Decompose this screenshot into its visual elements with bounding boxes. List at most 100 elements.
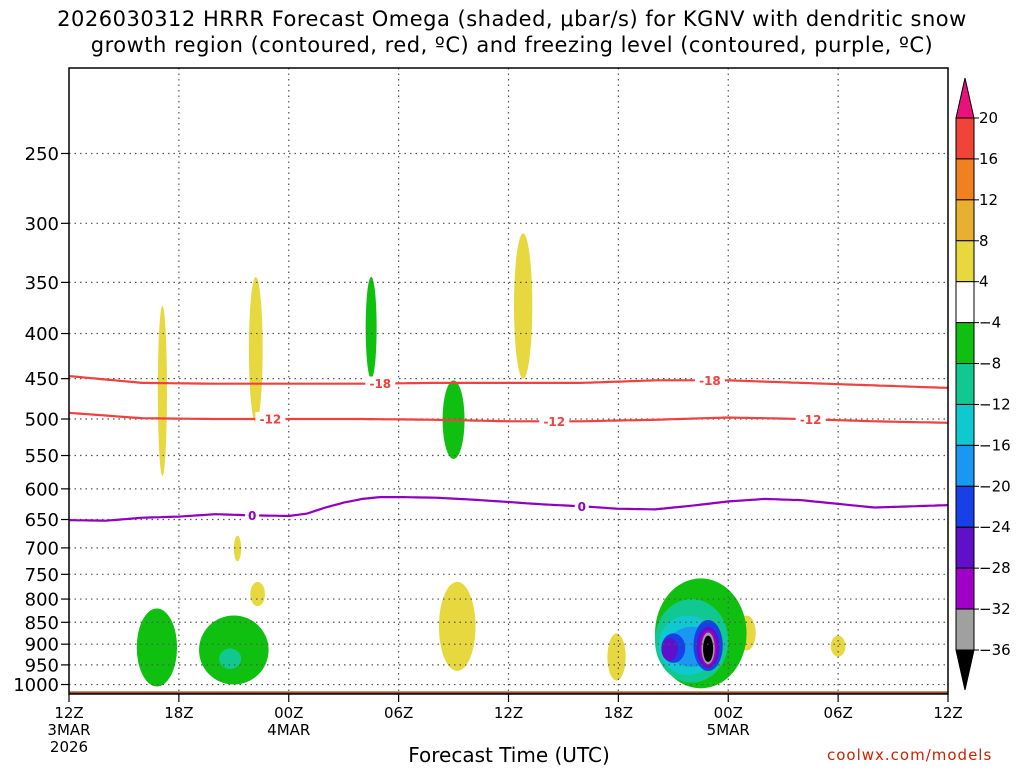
colorbar-bottom-arrow <box>955 649 975 691</box>
colorbar-seg-10 <box>955 526 975 569</box>
xtick-label-8: 12Z <box>933 704 962 722</box>
omega-cell-14 <box>219 648 242 669</box>
colorbar-seg-12 <box>955 608 975 651</box>
omega-cell-8 <box>438 581 476 671</box>
terrain-fill <box>69 691 948 694</box>
contour-dgz-upper <box>68 375 949 389</box>
ytick-label-950: 950 <box>25 655 59 676</box>
contour-label-bg-dgz-lower-1 <box>539 414 570 429</box>
omega-cell-9 <box>607 633 626 681</box>
ytick-label-600: 600 <box>25 479 59 500</box>
ytick-label-900: 900 <box>25 635 59 656</box>
title-line-1: 2026030312 HRRR Forecast Omega (shaded, … <box>57 7 967 31</box>
xtick-label-3: 06Z <box>384 704 413 722</box>
colorbar-seg-2 <box>955 199 975 242</box>
contour-label-bg-freezing-level-0 <box>245 508 260 523</box>
ytick-label-800: 800 <box>25 590 59 611</box>
contour-label-dgz-upper-0: -18 <box>369 377 391 391</box>
colorbar-label-7: −12 <box>979 395 1011 413</box>
colorbar-label-3: 8 <box>979 232 989 250</box>
colorbar-seg-9 <box>955 485 975 528</box>
contour-lines: -18 -18 -12 -12 -12 0 0 <box>68 373 949 523</box>
contour-label-freezing-level-0: 0 <box>248 509 256 523</box>
contour-label-dgz-lower-2: -12 <box>800 413 822 427</box>
terrain-surface <box>69 691 948 694</box>
xtick-label-4: 12Z <box>494 704 523 722</box>
colorbar-seg-6 <box>955 363 975 405</box>
colorbar-label-10: −24 <box>979 518 1011 536</box>
x-axis-label: Forecast Time (UTC) <box>408 743 610 767</box>
ytick-label-400: 400 <box>25 324 59 345</box>
ytick-label-250: 250 <box>25 144 59 165</box>
contour-label-dgz-lower-1: -12 <box>543 415 565 429</box>
xtick-sub1-6: 5MAR <box>707 721 750 739</box>
ytick-label-700: 700 <box>25 538 59 559</box>
contour-label-bg-dgz-lower-2 <box>795 412 826 427</box>
contour-label-dgz-upper-1: -18 <box>699 374 721 388</box>
contour-label-bg-dgz-lower-0 <box>255 412 286 427</box>
colorbar-label-1: 16 <box>979 150 998 168</box>
colorbar-seg-8 <box>955 444 975 487</box>
colorbar-seg-1 <box>955 158 975 201</box>
contour-label-bg-dgz-upper-1 <box>694 373 725 388</box>
ytick-label-650: 650 <box>25 510 59 531</box>
colorbar-label-5: −4 <box>979 314 1001 332</box>
colorbar-top-arrow <box>955 77 975 119</box>
xtick-sub1-0: 3MAR <box>47 721 90 739</box>
omega-cell-4 <box>250 581 265 607</box>
contour-freezing-level <box>68 496 949 522</box>
y-axis-ticks: 2503003504004505005506006507007508008509… <box>13 144 69 696</box>
contour-label-bg-freezing-level-1 <box>574 499 589 514</box>
xtick-label-1: 18Z <box>164 704 193 722</box>
colorbar-label-13: −36 <box>979 641 1011 659</box>
colorbar-label-11: −28 <box>979 559 1011 577</box>
ytick-label-500: 500 <box>25 410 59 431</box>
omega-cell-7 <box>513 233 533 379</box>
colorbar-seg-7 <box>955 403 975 446</box>
omega-cell-2 <box>248 276 263 423</box>
contour-label-dgz-lower-0: -12 <box>260 413 282 427</box>
colorbar-label-2: 12 <box>979 191 998 209</box>
colorbar-label-8: −16 <box>979 436 1011 454</box>
xtick-label-2: 00Z <box>274 704 303 722</box>
colorbar-seg-5 <box>955 322 975 365</box>
omega-cell-5 <box>365 276 377 379</box>
omega-cell-3 <box>233 535 242 562</box>
ytick-label-300: 300 <box>25 214 59 235</box>
colorbar-label-6: −8 <box>979 355 1001 373</box>
omega-cell-20 <box>661 637 678 661</box>
ytick-label-1000: 1000 <box>13 675 59 696</box>
xtick-sub1-2: 4MAR <box>267 721 310 739</box>
xtick-sub2-0: 2026 <box>50 738 88 756</box>
contour-label-bg-dgz-upper-0 <box>365 376 396 391</box>
ytick-label-350: 350 <box>25 273 59 294</box>
colorbar-seg-3 <box>955 240 975 283</box>
chart-title: 2026030312 HRRR Forecast Omega (shaded, … <box>0 6 1024 58</box>
omega-shading <box>136 233 846 689</box>
xtick-label-0: 12Z <box>54 704 83 722</box>
title-line-2: growth region (contoured, red, ºC) and f… <box>90 33 934 57</box>
colorbar-label-12: −32 <box>979 600 1011 618</box>
xtick-label-7: 06Z <box>823 704 852 722</box>
omega-cell-25 <box>703 635 714 663</box>
contour-label-freezing-level-1: 0 <box>578 500 586 514</box>
ytick-label-850: 850 <box>25 613 59 634</box>
colorbar-label-4: 4 <box>979 273 989 291</box>
colorbar-seg-4 <box>955 281 975 324</box>
omega-cell-12 <box>136 608 178 687</box>
ytick-label-550: 550 <box>25 446 59 467</box>
colorbar-label-9: −20 <box>979 477 1011 495</box>
colorbar-seg-11 <box>955 567 975 610</box>
omega-cell-1 <box>157 305 167 476</box>
colorbar: 20 16 12 8 4 −4 −8 −12 −16 −20 −24 −28 −32 −36 <box>955 77 1011 691</box>
ytick-label-750: 750 <box>25 565 59 586</box>
xtick-label-6: 00Z <box>714 704 743 722</box>
grid-lines <box>69 68 948 694</box>
colorbar-seg-0 <box>955 117 975 160</box>
colorbar-label-0: 20 <box>979 109 998 127</box>
site-credit[interactable]: coolwx.com/models <box>827 746 993 764</box>
xtick-label-5: 18Z <box>604 704 633 722</box>
ytick-label-450: 450 <box>25 369 59 390</box>
